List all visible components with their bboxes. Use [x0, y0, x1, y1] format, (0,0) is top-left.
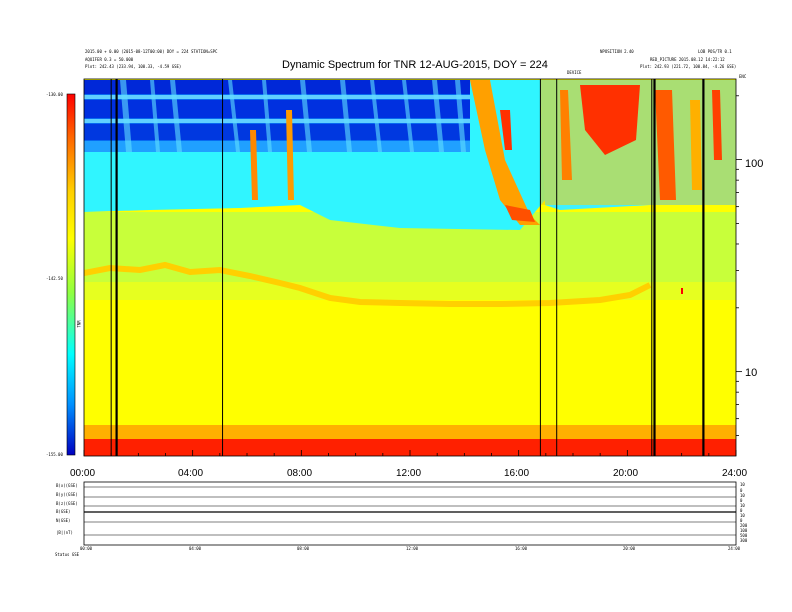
lower-right-6a: 500	[740, 533, 748, 538]
lower-panel-rows	[84, 486, 736, 536]
type-iii-burst-tail	[505, 205, 535, 222]
blue-band-dark3	[84, 124, 470, 140]
x-tick-1600: 16:00	[504, 468, 530, 479]
x-tick-2000: 20:00	[613, 468, 639, 479]
lower-panel	[83, 481, 737, 546]
y-tick-10: 10	[745, 367, 758, 379]
colorbar-tick-mid: -142.50	[46, 276, 63, 281]
lower-right-2a: 10	[740, 493, 745, 498]
lower-row-label-6: |B|(nT)	[56, 530, 73, 535]
lower-right-6b: 300	[740, 538, 748, 543]
x-axis-ticks	[83, 450, 737, 456]
header-right-line-3: RED_PICTURE 2015.08.12 14:22:12	[650, 57, 725, 62]
x-tick-0800: 08:00	[287, 468, 313, 479]
late-activity	[540, 80, 736, 205]
x-tick-0400: 04:00	[178, 468, 204, 479]
blue-band-dark1	[84, 80, 470, 94]
type-iii-burst-core	[500, 110, 512, 150]
lower-row-label-1: B(x)(GSE)	[56, 483, 78, 488]
lower-right-4b: 0	[740, 518, 743, 523]
burst-0730	[286, 110, 294, 200]
colorbar-tick-top: -130.00	[46, 92, 63, 97]
blue-band-light3	[84, 141, 470, 152]
lower-row-label-2: B(y)(GSE)	[56, 492, 78, 497]
lower-right-5a: 200	[740, 523, 748, 528]
lower-time-0000: 00:00	[80, 546, 93, 551]
colorbar-label: TNR	[76, 320, 82, 328]
burst-0600	[250, 130, 258, 200]
lower-time-1200: 12:00	[406, 546, 419, 551]
lower-right-2b: 0	[740, 498, 743, 503]
header-right-line-2: LOB POS/TR 0.1	[698, 49, 732, 54]
x-tick-2400: 24:00	[722, 468, 748, 479]
low-freq-orange	[84, 425, 736, 439]
lower-panel-frame	[83, 481, 737, 546]
lower-row-label-3: B(z)(GSE)	[56, 501, 78, 506]
red-spot	[681, 288, 683, 294]
lower-row-label-4: B(GSE)	[56, 509, 71, 514]
plasma-line	[84, 261, 652, 307]
x-tick-1200: 12:00	[396, 468, 422, 479]
lower-time-2000: 20:00	[623, 546, 636, 551]
lower-footer-label: Status GSE	[55, 552, 80, 557]
colorbar-tick-bottom: -155.00	[46, 452, 63, 457]
low-freq-red	[84, 439, 736, 456]
annotation-device: DEVICE	[567, 70, 582, 75]
x-tick-0000: 00:00	[70, 468, 96, 479]
lower-right-5b: 100	[740, 528, 748, 533]
header-right-line-1: NPOSITION 2.40	[600, 49, 634, 54]
blue-streaks	[120, 80, 466, 152]
lower-time-0800: 08:00	[297, 546, 310, 551]
lower-time-1600: 16:00	[515, 546, 528, 551]
blue-band-dark2	[84, 100, 470, 118]
header-left-line-2: AQUIFER 0.3 = 50.000	[85, 57, 134, 62]
header-right-line-4: Plot: 242.93 (221.72, 100.84, -4.26 GSE)	[640, 64, 737, 69]
y-tick-100: 100	[745, 158, 764, 170]
type-iii-burst	[470, 80, 540, 225]
chart-title: Dynamic Spectrum for TNR 12-AUG-2015, DO…	[282, 59, 548, 71]
lower-time-0400: 04:00	[189, 546, 202, 551]
spectrogram	[83, 78, 737, 457]
vertical-lines	[110, 79, 705, 456]
lower-row-label-5: N(GSE)	[56, 518, 71, 523]
lower-right-1a: 10	[740, 482, 745, 487]
annotation-enc: ENC	[739, 74, 747, 79]
colorbar	[66, 93, 76, 456]
lower-right-4a: 10	[740, 513, 745, 518]
header-left-line-1: 2015.00 + 0.00 (2015-08-12T00:00) DOY = …	[85, 49, 218, 54]
blue-band-light1	[84, 95, 470, 99]
y-axis-ticks	[736, 95, 742, 436]
lower-time-2400: 24:00	[728, 546, 741, 551]
lower-right-3b: 0	[740, 508, 743, 513]
blue-band-light2	[84, 119, 470, 123]
header-left-line-3: Plot: 242.43 (233.94, 100.33, -4.59 GSE)	[85, 64, 182, 69]
band-green-light	[84, 282, 736, 300]
lower-right-1b: 0	[740, 488, 743, 493]
lower-right-3a: 10	[740, 503, 745, 508]
